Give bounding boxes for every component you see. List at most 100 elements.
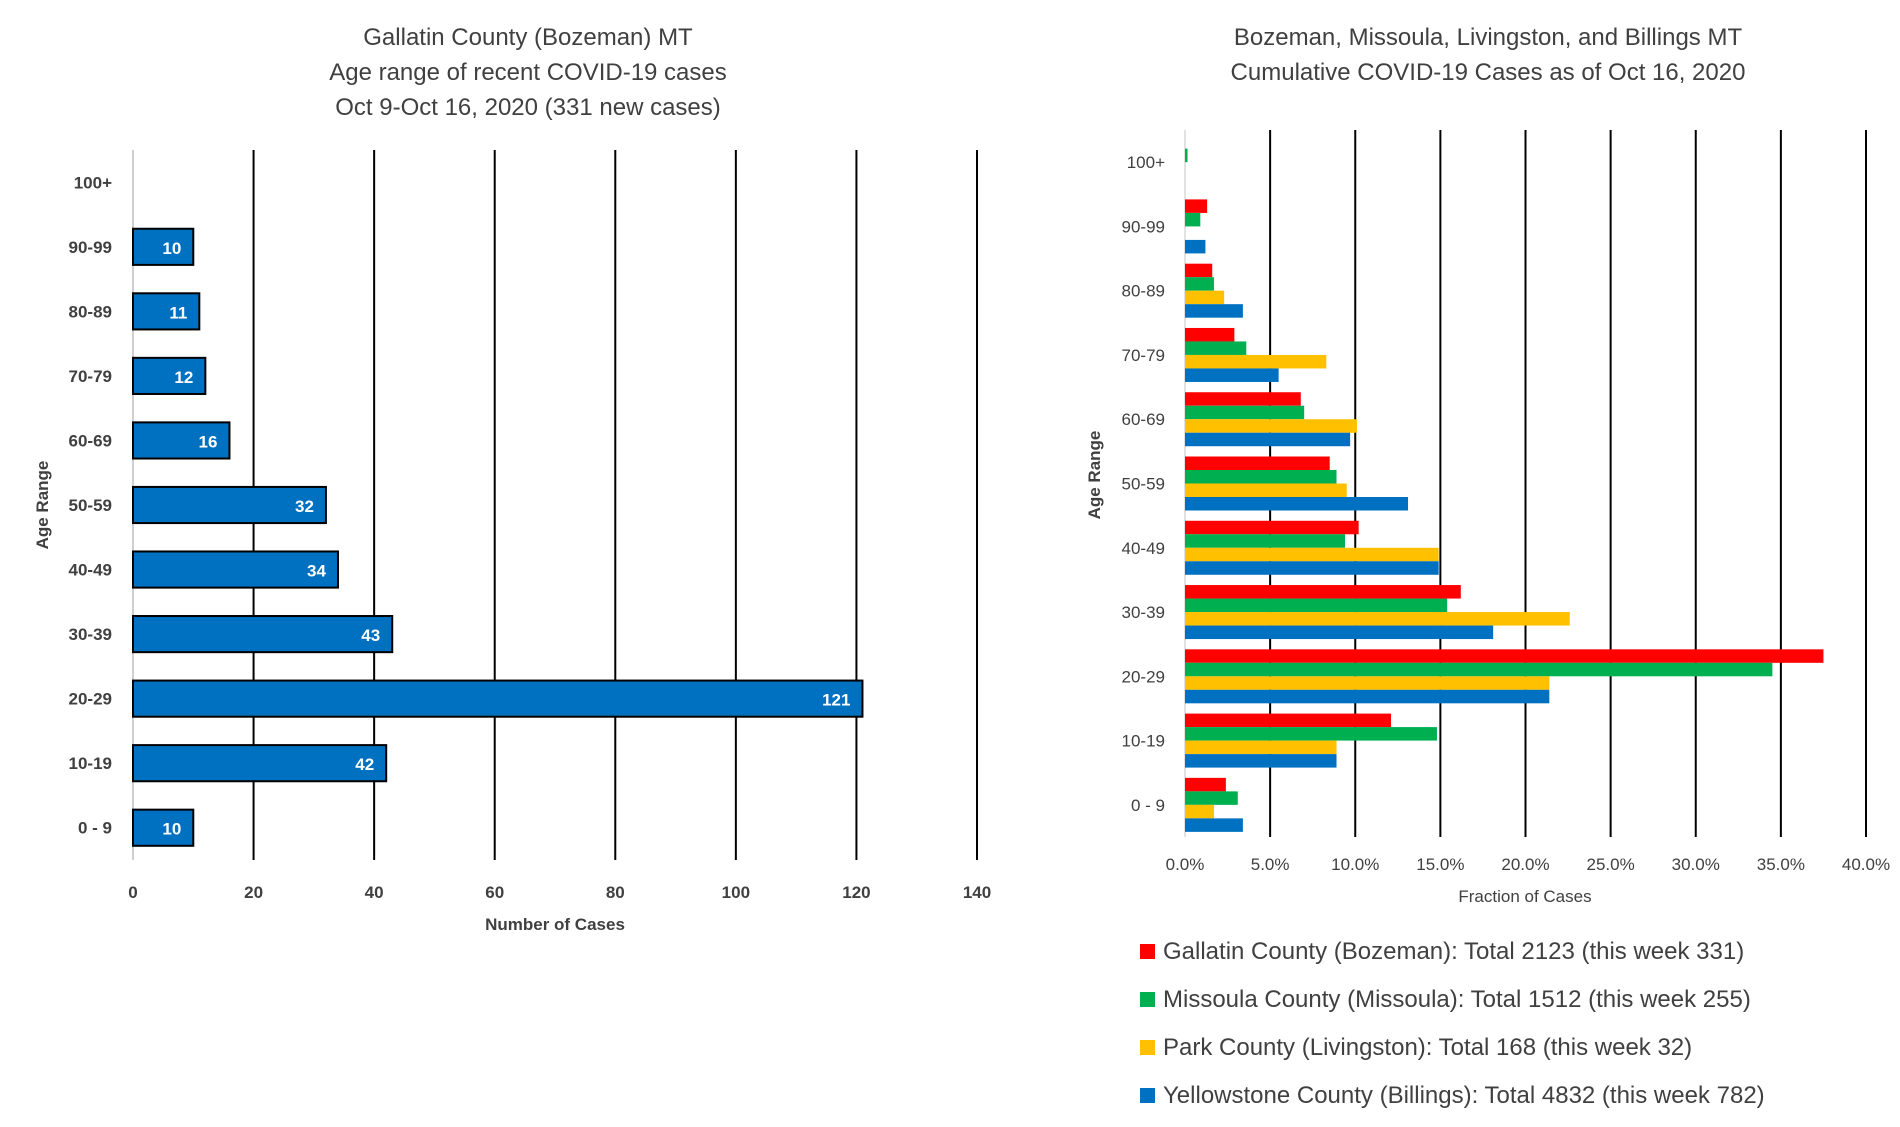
- chart2-x-tick-label: 40.0%: [1842, 855, 1890, 874]
- chart1-bar-40-49: [132, 550, 339, 589]
- chart1-category-label-90-99: 90-99: [69, 238, 112, 257]
- chart2-category-label-60-69: 60-69: [1122, 410, 1165, 429]
- chart1-category-label-100: 100+: [74, 173, 112, 192]
- chart2-category-label-100: 100+: [1127, 153, 1165, 172]
- chart1-bar-30-39: [132, 615, 394, 654]
- chart2-category-label-70-79: 70-79: [1122, 346, 1165, 365]
- chart1-x-tick-label: 60: [485, 883, 504, 902]
- chart1-data-label-10-19: 42: [355, 755, 374, 774]
- chart2-bar-50-59-series-3: [1185, 483, 1347, 497]
- chart2-bar-10-19-series-1: [1185, 713, 1392, 728]
- chart2-bar-80-89-series-2: [1185, 277, 1214, 291]
- chart2-category-label-0-9: 0 - 9: [1131, 796, 1165, 815]
- chart2-bar-70-79-series-1: [1185, 327, 1235, 342]
- chart2-x-tick-label: 25.0%: [1587, 855, 1635, 874]
- chart1-data-label-30-39: 43: [361, 626, 380, 645]
- chart1-title-line: Oct 9-Oct 16, 2020 (331 new cases): [335, 94, 721, 121]
- chart1-data-label-40-49: 34: [307, 562, 326, 581]
- chart2-bar-20-29-series-1: [1185, 649, 1824, 663]
- chart2-bar-40-49-series-1: [1185, 520, 1359, 535]
- chart1-x-tick-label: 40: [365, 883, 384, 902]
- chart1-category-label-40-49: 40-49: [69, 561, 112, 580]
- chart2-bar-90-99-series-4: [1185, 239, 1206, 254]
- chart2-bar-60-69-series-2: [1185, 405, 1305, 420]
- chart2-bar-10-19-series-4: [1185, 754, 1337, 768]
- chart1-bar-10-19: [132, 744, 388, 783]
- chart2-bar-30-39-series-4: [1185, 625, 1494, 640]
- chart1-data-label-0-9: 10: [162, 820, 181, 839]
- chart1-x-tick-label: 0: [128, 883, 137, 902]
- chart2-x-axis-title: Fraction of Cases: [1458, 887, 1591, 906]
- chart2-bar-70-79-series-2: [1185, 341, 1247, 355]
- chart2-title-line: Cumulative COVID-19 Cases as of Oct 16, …: [1231, 59, 1746, 86]
- chart2-bar-60-69-series-3: [1185, 419, 1357, 433]
- chart2-bar-50-59-series-1: [1185, 456, 1330, 470]
- chart1-category-label-60-69: 60-69: [69, 431, 112, 450]
- chart2-bar-90-99-series-2: [1185, 212, 1201, 227]
- chart1-x-tick-label: 120: [842, 883, 870, 902]
- chart1-category-label-10-19: 10-19: [69, 754, 112, 773]
- chart2-legend-swatch-4: [1140, 1088, 1155, 1103]
- chart1-data-label-50-59: 32: [295, 497, 314, 516]
- chart2-x-tick-label: 10.0%: [1331, 855, 1379, 874]
- chart2-bar-50-59-series-2: [1185, 470, 1337, 484]
- chart1-bar-60-69: [132, 421, 231, 460]
- chart2-bar-20-29-series-2: [1185, 662, 1773, 677]
- chart2-bar-30-39-series-1: [1185, 585, 1461, 599]
- chart1-x-tick-label: 100: [722, 883, 750, 902]
- chart1-title-line: Age range of recent COVID-19 cases: [329, 59, 727, 86]
- chart2-legend-label-4: Yellowstone County (Billings): Total 483…: [1163, 1082, 1765, 1109]
- chart1-y-axis-title: Age Range: [33, 461, 52, 550]
- chart2-bar-80-89-series-4: [1185, 304, 1243, 318]
- chart2-category-label-80-89: 80-89: [1122, 282, 1165, 301]
- chart1-bar-70-79: [132, 356, 207, 395]
- chart1-data-label-80-89: 11: [169, 303, 187, 322]
- chart1-title-line: Gallatin County (Bozeman) MT: [363, 24, 693, 51]
- chart2-bar-100-series-2: [1185, 148, 1188, 163]
- chart2-bar-0-9-series-4: [1185, 818, 1243, 832]
- chart2-bar-70-79-series-4: [1185, 368, 1279, 382]
- chart2-bar-20-29-series-3: [1185, 676, 1550, 690]
- chart2-x-tick-label: 30.0%: [1672, 855, 1720, 874]
- chart2-bar-60-69-series-1: [1185, 392, 1301, 406]
- chart2-legend-swatch-1: [1140, 944, 1155, 959]
- chart1-bar-20-29: [132, 679, 864, 718]
- chart1-category-label-80-89: 80-89: [69, 302, 112, 321]
- chart2-bar-0-9-series-2: [1185, 791, 1238, 805]
- chart2-bar-0-9-series-1: [1185, 777, 1226, 792]
- chart2-legend-label-3: Park County (Livingston): Total 168 (thi…: [1163, 1034, 1692, 1061]
- chart2-x-tick-label: 0.0%: [1166, 855, 1205, 874]
- chart2-bar-40-49-series-3: [1185, 547, 1439, 562]
- chart1-category-label-50-59: 50-59: [69, 496, 112, 515]
- chart2-bar-70-79-series-3: [1185, 354, 1327, 369]
- chart2-x-tick-label: 35.0%: [1757, 855, 1805, 874]
- chart1-category-label-20-29: 20-29: [69, 690, 112, 709]
- chart1-data-label-60-69: 16: [199, 432, 218, 451]
- chart2-category-label-10-19: 10-19: [1122, 732, 1165, 751]
- chart2-category-label-90-99: 90-99: [1122, 217, 1165, 236]
- chart2-bar-30-39-series-3: [1185, 612, 1570, 626]
- chart1-bar-90-99: [132, 227, 195, 266]
- chart2-category-label-30-39: 30-39: [1122, 603, 1165, 622]
- chart2-bar-10-19-series-2: [1185, 727, 1437, 741]
- chart2-bar-80-89-series-3: [1185, 290, 1225, 305]
- chart1-x-tick-label: 140: [963, 883, 991, 902]
- chart1-bar-80-89: [132, 292, 201, 331]
- chart2-x-tick-label: 15.0%: [1416, 855, 1464, 874]
- chart2-y-axis-title: Age Range: [1085, 431, 1104, 520]
- chart2-legend-label-2: Missoula County (Missoula): Total 1512 (…: [1163, 986, 1751, 1013]
- chart2-category-label-50-59: 50-59: [1122, 475, 1165, 494]
- chart1-data-label-20-29: 121: [822, 691, 850, 710]
- chart2-bar-30-39-series-2: [1185, 598, 1448, 613]
- chart2-bar-0-9-series-3: [1185, 804, 1214, 819]
- chart2-bar-20-29-series-4: [1185, 689, 1550, 704]
- chart2-legend-swatch-2: [1140, 992, 1155, 1007]
- chart2-title-line: Bozeman, Missoula, Livingston, and Billi…: [1234, 24, 1743, 51]
- chart1-x-tick-label: 20: [244, 883, 263, 902]
- chart2-category-label-20-29: 20-29: [1122, 667, 1165, 686]
- chart2-bar-90-99-series-1: [1185, 199, 1208, 213]
- chart2-x-tick-label: 20.0%: [1501, 855, 1549, 874]
- chart1-category-label-30-39: 30-39: [69, 625, 112, 644]
- chart2-bar-50-59-series-4: [1185, 497, 1409, 511]
